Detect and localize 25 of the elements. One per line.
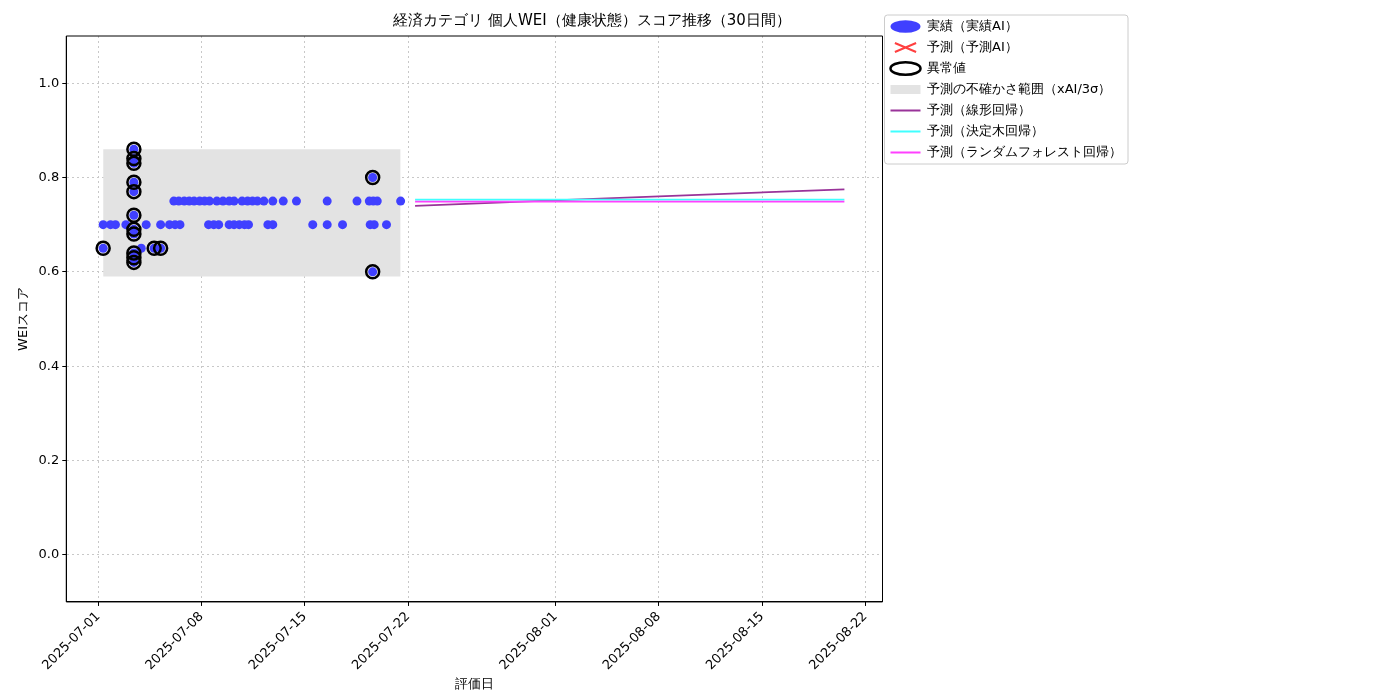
legend-label: 予測（予測AI） (927, 38, 1018, 54)
point (152, 240, 169, 256)
legend-label: 異常値 (927, 59, 966, 75)
y-tick-label: 0.6 (38, 263, 60, 279)
legend-label: 予測（決定木回帰） (927, 122, 1044, 138)
point (126, 221, 142, 238)
point (364, 169, 381, 186)
point (126, 183, 142, 200)
y-tick-label: 1.0 (38, 74, 60, 90)
point (126, 155, 142, 172)
y-axis-title: WEIスコア (15, 287, 31, 351)
legend-label: 予測の不確かさ範囲（xAI/3σ） (927, 80, 1112, 96)
y-tick-label: 0.2 (38, 451, 60, 467)
chart-title: 経済カテゴリ 個人WEI（健康状態）スコア推移（30日間） (392, 10, 791, 29)
point (364, 264, 381, 280)
legend-label: 予測（線形回帰） (927, 101, 1031, 117)
y-tick-label: 0.0 (38, 546, 60, 562)
point (126, 249, 142, 266)
y-tick-label: 0.4 (38, 357, 60, 373)
x-axis-title: 評価日 (454, 675, 494, 691)
point (126, 150, 142, 167)
point (126, 254, 142, 271)
y-tick-label: 0.8 (38, 168, 60, 184)
legend-label: 予測（ランダムフォレスト回帰） (927, 143, 1122, 159)
legend-label: 実績（実績AI） (927, 17, 1018, 33)
